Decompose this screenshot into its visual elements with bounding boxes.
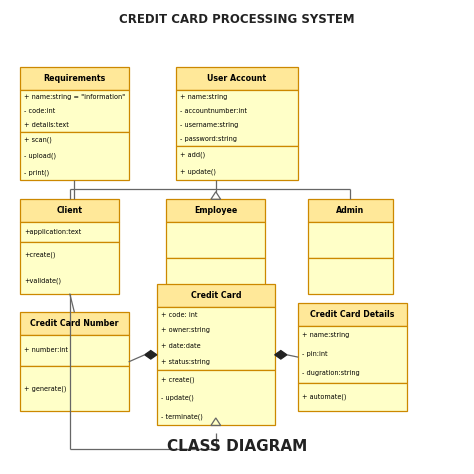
Text: Credit Card Details: Credit Card Details	[310, 310, 395, 319]
Text: + status:string: + status:string	[161, 359, 210, 365]
Text: + add(): + add()	[180, 151, 205, 157]
FancyBboxPatch shape	[157, 307, 275, 370]
Text: CLASS DIAGRAM: CLASS DIAGRAM	[167, 439, 307, 454]
FancyBboxPatch shape	[176, 90, 298, 146]
Text: CREDIT CARD PROCESSING SYSTEM: CREDIT CARD PROCESSING SYSTEM	[119, 13, 355, 26]
FancyBboxPatch shape	[176, 146, 298, 181]
Text: - pin:int: - pin:int	[302, 351, 328, 357]
FancyBboxPatch shape	[166, 222, 265, 258]
Text: + name:string: + name:string	[302, 332, 349, 338]
FancyBboxPatch shape	[166, 199, 265, 222]
Text: + name:string: + name:string	[180, 94, 227, 100]
Text: + name:string = "information": + name:string = "information"	[24, 94, 125, 100]
Text: +validate(): +validate()	[24, 277, 61, 284]
FancyBboxPatch shape	[157, 284, 275, 307]
FancyBboxPatch shape	[157, 370, 275, 426]
Text: Credit Card Number: Credit Card Number	[30, 319, 118, 328]
Text: User Account: User Account	[208, 74, 266, 83]
FancyBboxPatch shape	[298, 383, 407, 411]
Text: +create(): +create()	[24, 252, 55, 258]
Text: Credit Card: Credit Card	[191, 291, 241, 300]
Text: + create(): + create()	[161, 376, 194, 383]
Text: - password:string: - password:string	[180, 136, 237, 142]
Text: Employee: Employee	[194, 206, 237, 215]
Text: + date:date: + date:date	[161, 343, 201, 349]
Text: - update(): - update()	[161, 394, 193, 401]
FancyBboxPatch shape	[20, 222, 119, 242]
FancyBboxPatch shape	[20, 132, 128, 181]
FancyBboxPatch shape	[20, 365, 128, 411]
FancyBboxPatch shape	[20, 335, 128, 365]
Text: - print(): - print()	[24, 169, 49, 175]
Text: + generate(): + generate()	[24, 385, 66, 392]
FancyBboxPatch shape	[20, 242, 119, 293]
Text: - username:string: - username:string	[180, 122, 238, 128]
Text: Admin: Admin	[336, 206, 364, 215]
FancyBboxPatch shape	[298, 303, 407, 326]
Text: + details:text: + details:text	[24, 122, 69, 128]
Text: Requirements: Requirements	[43, 74, 106, 83]
Text: + code: int: + code: int	[161, 312, 197, 318]
Text: + owner:string: + owner:string	[161, 328, 210, 334]
FancyBboxPatch shape	[166, 258, 265, 293]
Text: + scan(): + scan()	[24, 137, 52, 143]
Text: - terminate(): - terminate()	[161, 413, 202, 419]
FancyBboxPatch shape	[308, 222, 392, 258]
Text: + update(): + update()	[180, 168, 215, 175]
FancyBboxPatch shape	[20, 312, 128, 335]
FancyBboxPatch shape	[176, 67, 298, 90]
Text: Client: Client	[57, 206, 83, 215]
Polygon shape	[145, 350, 157, 359]
Text: - dugration:string: - dugration:string	[302, 370, 360, 376]
FancyBboxPatch shape	[20, 67, 128, 90]
FancyBboxPatch shape	[298, 326, 407, 383]
Polygon shape	[275, 350, 287, 359]
FancyBboxPatch shape	[20, 199, 119, 222]
Text: - accountnumber:int: - accountnumber:int	[180, 108, 246, 114]
Text: - code:int: - code:int	[24, 108, 55, 114]
Text: +application:text: +application:text	[24, 229, 81, 235]
Text: + automate(): + automate()	[302, 394, 346, 401]
Text: - upload(): - upload()	[24, 153, 56, 159]
FancyBboxPatch shape	[308, 199, 392, 222]
FancyBboxPatch shape	[20, 90, 128, 132]
Text: + number:int: + number:int	[24, 347, 68, 353]
FancyBboxPatch shape	[308, 258, 392, 293]
